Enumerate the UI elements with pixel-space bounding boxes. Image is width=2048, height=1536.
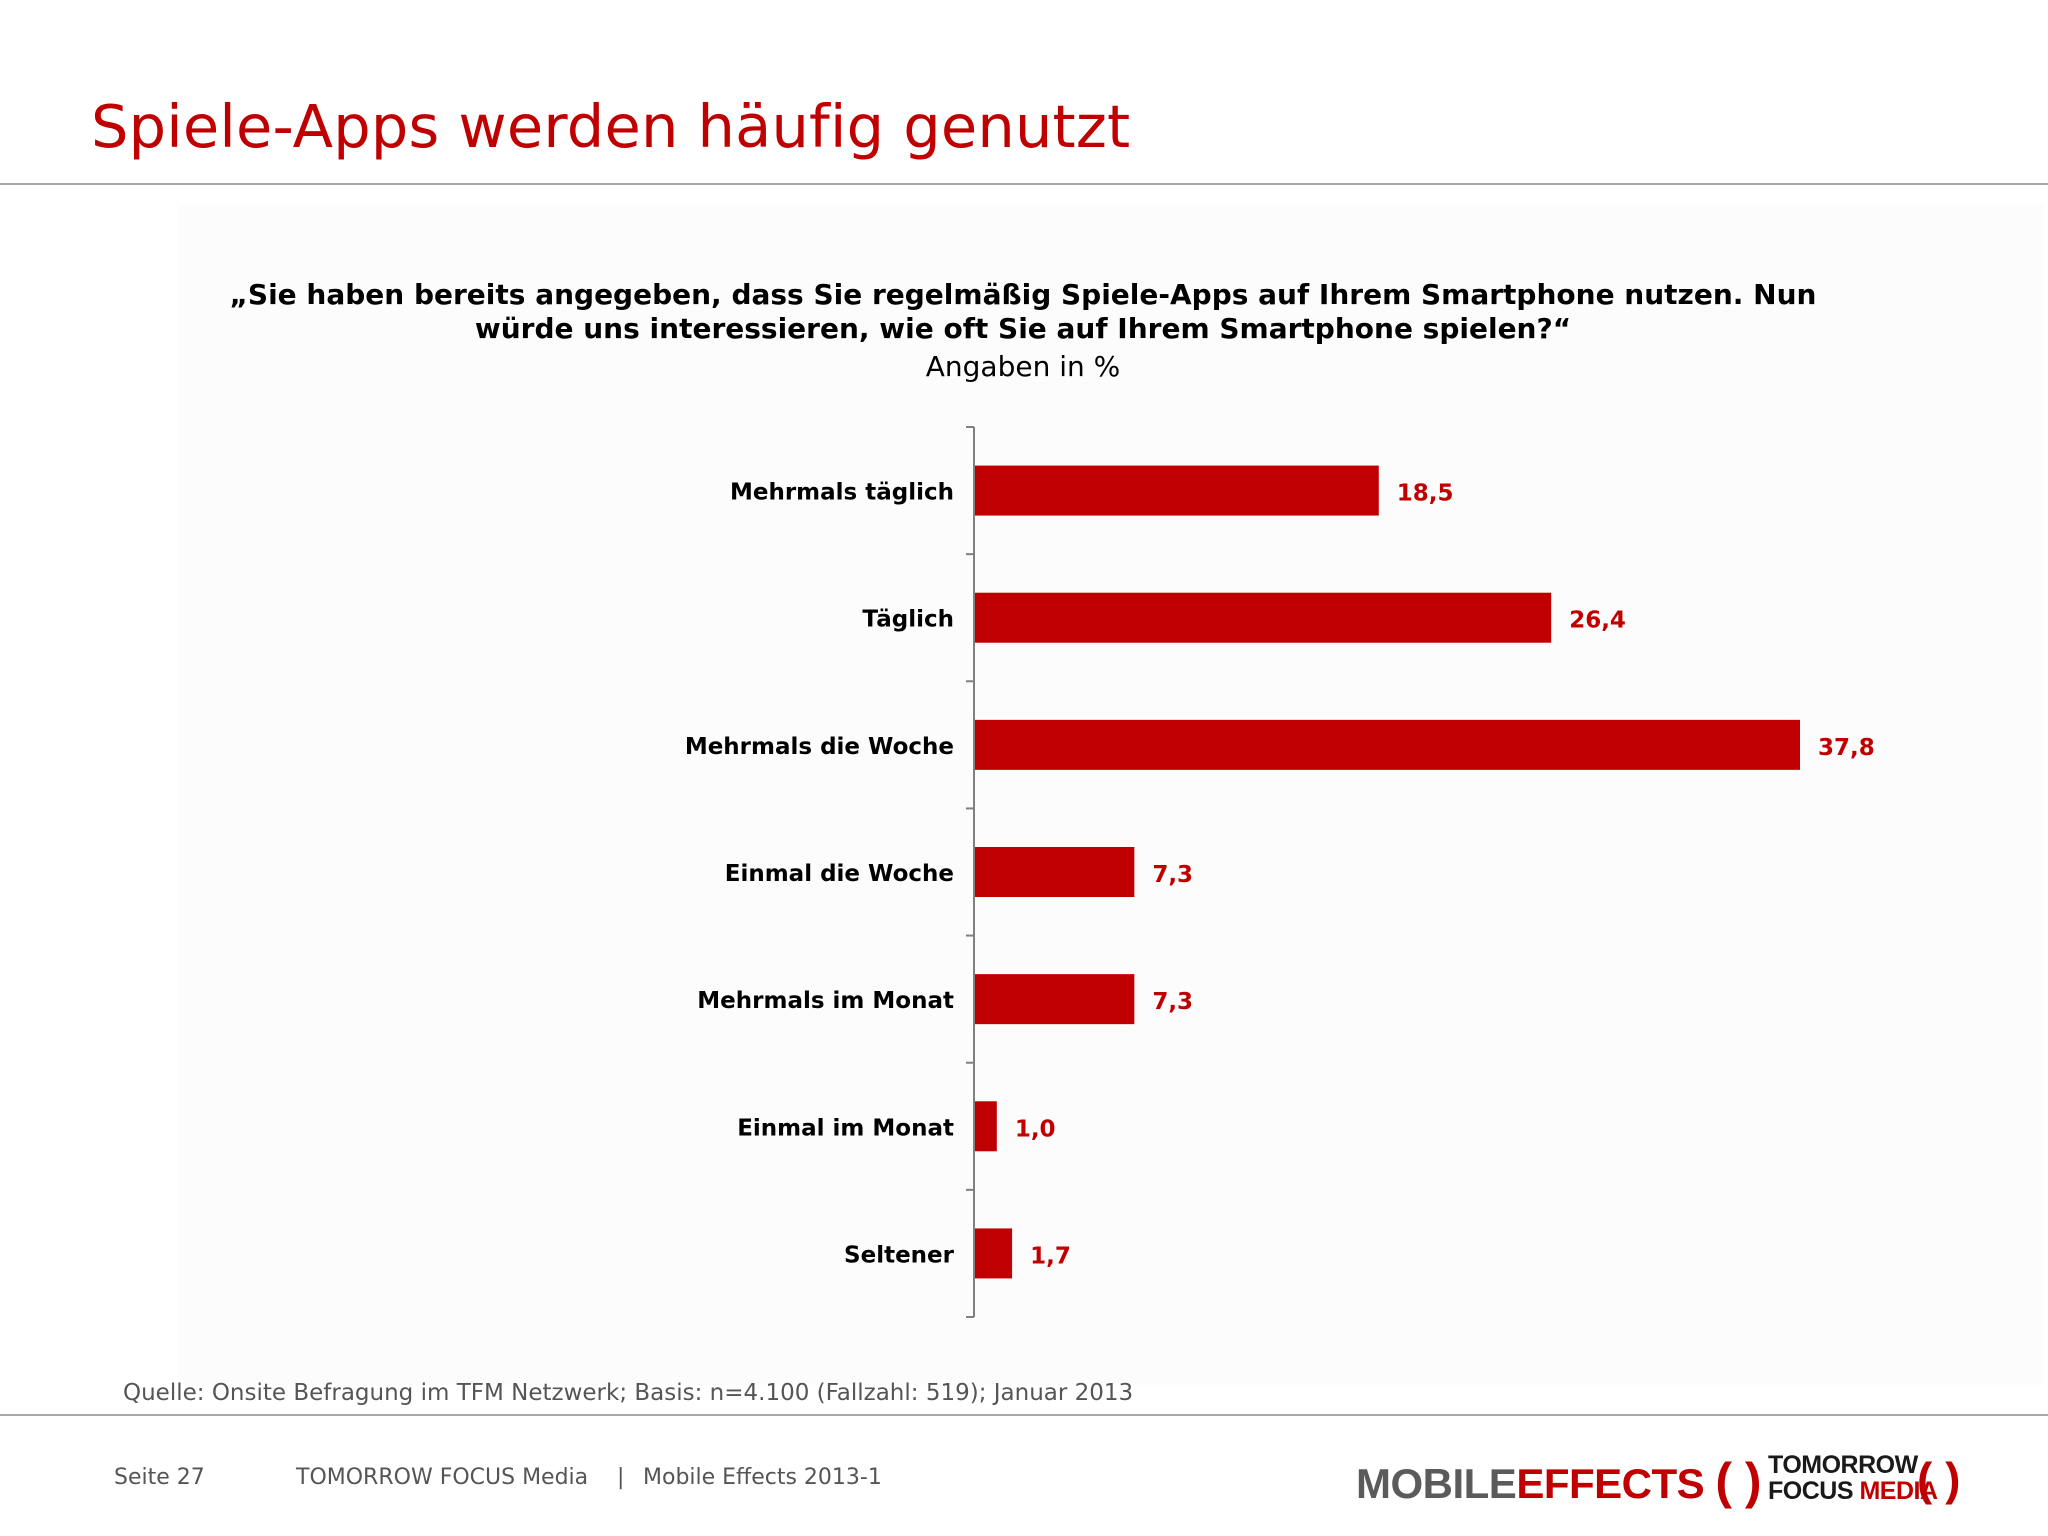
logo-media-text: MEDIA [1859,1477,1938,1505]
footer-separator: | [617,1465,625,1490]
source-note: Quelle: Onsite Befragung im TFM Netzwerk… [123,1380,1134,1406]
logo-mobile-text: MOBILE [1356,1460,1517,1507]
header-divider [0,183,2048,185]
data-label: 1,0 [1015,1116,1056,1142]
question-line-1: „Sie haben bereits angegeben, dass Sie r… [229,278,1817,311]
bar-1 [975,465,1379,516]
tomorrow-focus-media-logo: TOMORROW FOCUS MEDIA [1768,1452,1938,1504]
data-label: 7,3 [1152,989,1193,1015]
logo-bracket-icon: ( ) [1715,1453,1762,1509]
logo-focus-text: FOCUS [1768,1477,1854,1505]
bar-6 [975,1101,997,1152]
tfm-bracket-icon: ( ) [1917,1453,1961,1505]
data-label: 26,4 [1569,608,1626,634]
bar-chart: Mehrmals täglich 18,5 Täglich 26,4 Mehrmals … [685,426,1875,1318]
category-label: Seltener [844,1242,955,1268]
category-label: Mehrmals täglich [730,480,954,506]
content-panel [178,205,2044,1385]
mobile-effects-logo: MOBILEEFFECTS ( ) [1356,1452,1762,1510]
bar-4 [975,847,1135,897]
category-label: Einmal im Monat [737,1115,954,1141]
bar-5 [975,974,1135,1025]
data-label: 37,8 [1818,735,1875,761]
category-label: Täglich [862,607,954,633]
survey-question: „Sie haben bereits angegeben, dass Sie r… [178,278,1868,346]
footer-company: TOMORROW FOCUS Media [296,1465,589,1490]
category-label: Mehrmals die Woche [685,734,954,760]
category-label: Einmal die Woche [725,861,954,887]
logo-effects-text: EFFECTS [1516,1460,1705,1507]
slide-title: Spiele-Apps werden häufig genutzt [91,92,1131,161]
bar-3 [975,719,1800,770]
footer-divider [0,1414,2048,1416]
page-number: Seite 27 [114,1465,205,1490]
data-label: 18,5 [1397,481,1454,507]
category-label: Mehrmals im Monat [697,988,954,1014]
data-label: 1,7 [1030,1243,1071,1269]
bar-7 [975,1228,1013,1279]
data-label: 7,3 [1152,862,1193,888]
bar-2 [975,592,1552,643]
unit-label: Angaben in % [925,350,1121,383]
question-line-2: würde uns interessieren, wie oft Sie auf… [474,312,1572,345]
footer-report: Mobile Effects 2013-1 [643,1465,882,1490]
logo-tomorrow-text: TOMORROW [1768,1451,1918,1479]
